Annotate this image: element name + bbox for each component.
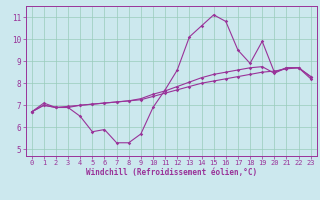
X-axis label: Windchill (Refroidissement éolien,°C): Windchill (Refroidissement éolien,°C) [86, 168, 257, 177]
